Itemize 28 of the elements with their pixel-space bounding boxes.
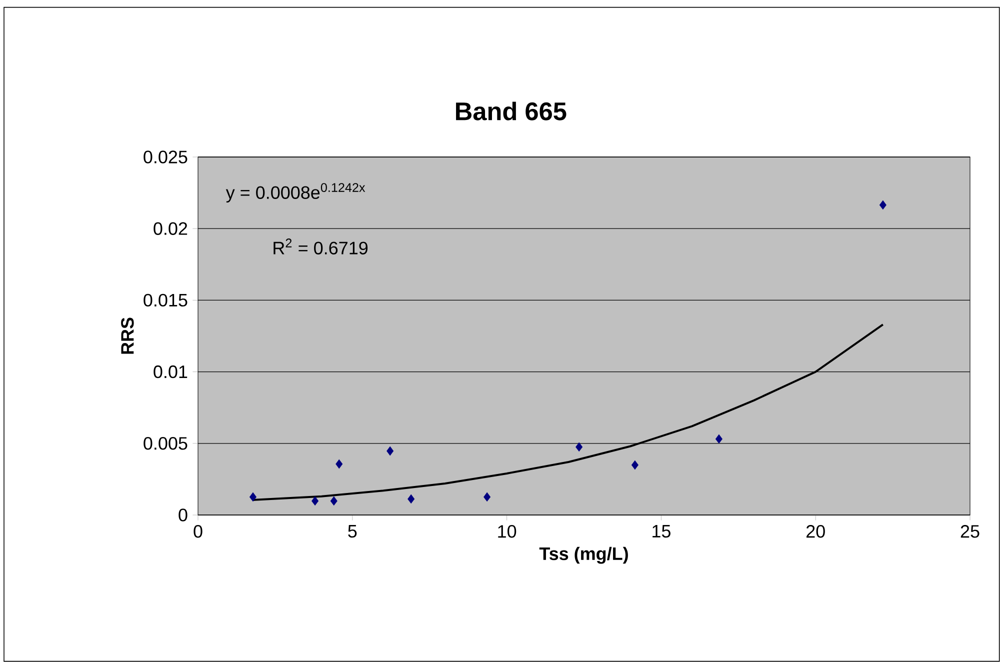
y-axis-title: RRS: [121, 318, 134, 354]
chart-title: Band 665: [456, 102, 566, 120]
point: [330, 496, 338, 506]
annotation: y = 0.0008e$^{0.1242x}$: [226, 183, 366, 203]
annotation: R$^{2}$ = 0.6719: [274, 238, 368, 254]
y-tick-label: 0.025: [144, 150, 188, 164]
y-tick-label: 0.005: [144, 437, 188, 450]
point: [879, 200, 886, 210]
point: [386, 446, 394, 456]
point: [576, 442, 583, 452]
y-tick-label: 0.02: [154, 222, 188, 235]
x-tick-label: 15: [652, 525, 670, 538]
y-tick-label: 0.015: [144, 294, 188, 307]
point: [631, 460, 638, 470]
point: [715, 434, 722, 444]
x-tick-label: 10: [498, 525, 516, 538]
x-axis-title: Tss (mg/L): [539, 546, 628, 564]
point: [312, 496, 319, 506]
point: [484, 492, 491, 502]
y-tick-label: 0.01: [154, 365, 188, 378]
x-tick-label: 20: [806, 525, 825, 538]
x-tick-label: 0: [194, 525, 202, 538]
y-tick-label: 0: [178, 508, 188, 522]
point: [408, 494, 415, 504]
point: [336, 459, 343, 469]
point: [250, 492, 256, 502]
x-tick-label: 25: [960, 525, 980, 538]
x-tick-label: 5: [348, 525, 357, 538]
